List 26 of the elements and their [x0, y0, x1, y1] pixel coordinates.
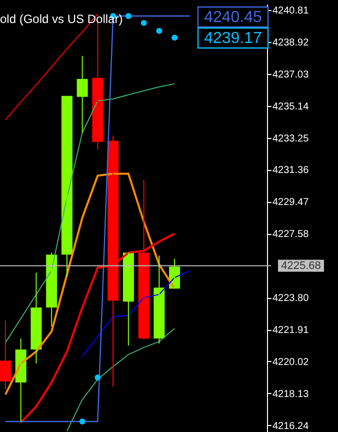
y-tick-label: 4221.91	[272, 325, 310, 336]
point	[125, 13, 132, 19]
candlestick	[0, 320, 11, 390]
y-tick-label: 4216.24	[272, 420, 310, 432]
point	[172, 34, 178, 41]
ref-line-label: 4225.68	[281, 260, 321, 272]
point	[140, 20, 147, 26]
annotation: 4239.17	[204, 30, 262, 47]
line-series	[66, 328, 176, 432]
y-tick-label: 4237.03	[272, 69, 310, 80]
y-tick-label: 4223.80	[272, 293, 310, 304]
point	[94, 374, 101, 381]
y-tick-label: 4229.47	[272, 197, 310, 208]
y-tick-label: 4218.13	[272, 388, 310, 400]
y-tick-label: 4235.14	[272, 101, 310, 112]
candlestick	[76, 55, 88, 134]
point	[156, 28, 162, 34]
y-tick-label: 4240.81	[272, 5, 310, 16]
y-tick-label: 4220.02	[272, 356, 310, 368]
point	[79, 418, 86, 425]
y-tick-label: 4233.25	[272, 133, 310, 144]
y-tick-label: 4231.36	[272, 165, 310, 176]
line-series	[4, 83, 176, 344]
annotation: 4240.45	[204, 9, 262, 26]
y-tick-label: 4238.92	[272, 37, 310, 48]
y-tick-label: 4227.58	[272, 229, 310, 240]
